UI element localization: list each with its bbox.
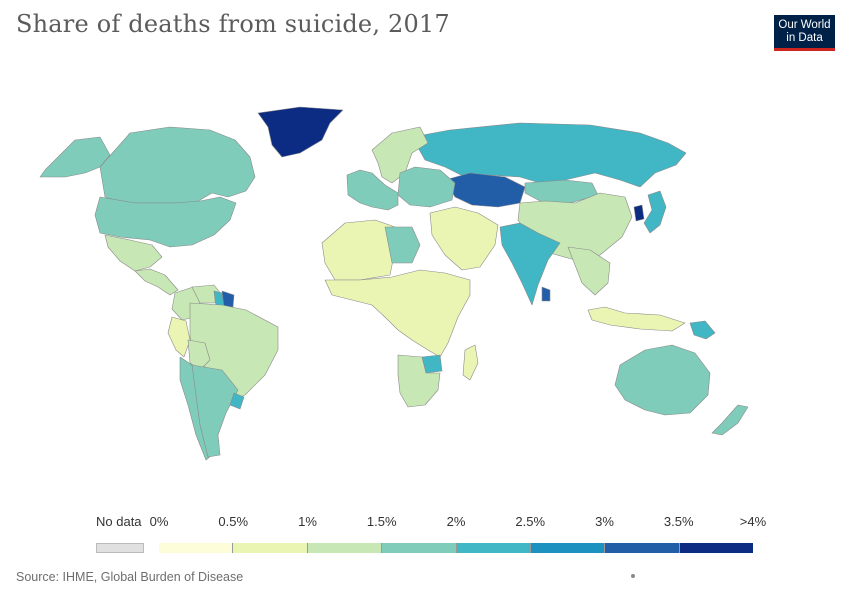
region-russia[interactable] <box>411 122 687 188</box>
carousel-dot[interactable] <box>631 574 635 578</box>
logo-line-1: Our World <box>778 19 831 31</box>
region-kazakhstan[interactable] <box>444 172 526 208</box>
legend-no-data-label: No data <box>96 514 142 529</box>
region-madagascar[interactable] <box>462 344 479 381</box>
region-japan[interactable] <box>643 190 667 234</box>
region-libya[interactable] <box>384 226 421 264</box>
region-suriname[interactable] <box>221 290 235 308</box>
legend-tick-label: 3% <box>595 514 614 529</box>
region-southeast-asia[interactable] <box>567 246 611 296</box>
legend-tick-label: >4% <box>739 514 767 529</box>
legend-bin-5[interactable] <box>530 543 606 553</box>
region-mongolia[interactable] <box>524 179 599 204</box>
legend-tick-label: 3.5% <box>663 514 694 529</box>
legend-tick-label: 1.5% <box>366 514 397 529</box>
legend-no-data-swatch[interactable] <box>96 543 144 553</box>
legend-bin-4[interactable] <box>456 543 531 553</box>
source-note: Source: IHME, Global Burden of Disease <box>16 570 244 584</box>
region-bolivia[interactable] <box>187 339 211 371</box>
legend-tick-label: 1% <box>298 514 317 529</box>
region-sub-saharan-africa[interactable] <box>324 269 471 358</box>
region-eastern-europe[interactable] <box>397 166 456 208</box>
region-south-korea[interactable] <box>633 204 645 222</box>
legend-bin-2[interactable] <box>307 543 383 553</box>
legend-tick-label: 2.5% <box>515 514 546 529</box>
legend-bin-0[interactable] <box>159 543 234 553</box>
legend-bin-3[interactable] <box>382 543 457 553</box>
region-greenland[interactable] <box>257 106 344 158</box>
region-canada[interactable] <box>99 126 256 204</box>
legend-color-bar[interactable] <box>159 543 753 553</box>
region-alaska-usa[interactable] <box>39 136 111 178</box>
legend-tick-label: 2% <box>446 514 466 529</box>
region-uruguay[interactable] <box>229 392 245 410</box>
region-australia[interactable] <box>614 344 711 416</box>
legend-tick-label: 0% <box>149 514 169 529</box>
region-central-america[interactable] <box>134 268 179 296</box>
legend-tick-label: 0.5% <box>218 514 249 529</box>
logo-line-2: in Data <box>786 32 823 44</box>
region-indonesia[interactable] <box>587 306 686 332</box>
region-north-africa[interactable] <box>321 219 396 281</box>
region-papua-new-guinea[interactable] <box>689 320 716 340</box>
world-map[interactable] <box>0 95 850 495</box>
region-mexico[interactable] <box>104 234 163 272</box>
legend-bin-6[interactable] <box>605 543 680 553</box>
region-scandinavia[interactable] <box>371 126 429 184</box>
region-middle-east[interactable] <box>429 206 499 271</box>
region-united-states[interactable] <box>94 196 237 248</box>
region-sri-lanka[interactable] <box>541 286 551 302</box>
region-new-zealand[interactable] <box>711 404 749 436</box>
region-peru[interactable] <box>167 316 191 358</box>
legend-tick-labels: 0% 0.5% 1% 1.5% 2% 2.5% 3% 3.5% >4% <box>0 514 850 532</box>
region-india[interactable] <box>499 222 561 306</box>
legend-bin-7[interactable] <box>679 543 753 553</box>
owid-logo[interactable]: Our World in Data <box>774 15 835 51</box>
region-southern-africa[interactable] <box>397 354 441 408</box>
legend-bin-1[interactable] <box>233 543 308 553</box>
region-western-europe[interactable] <box>346 169 399 211</box>
region-argentina[interactable] <box>191 364 239 458</box>
page-title: Share of deaths from suicide, 2017 <box>16 10 450 38</box>
